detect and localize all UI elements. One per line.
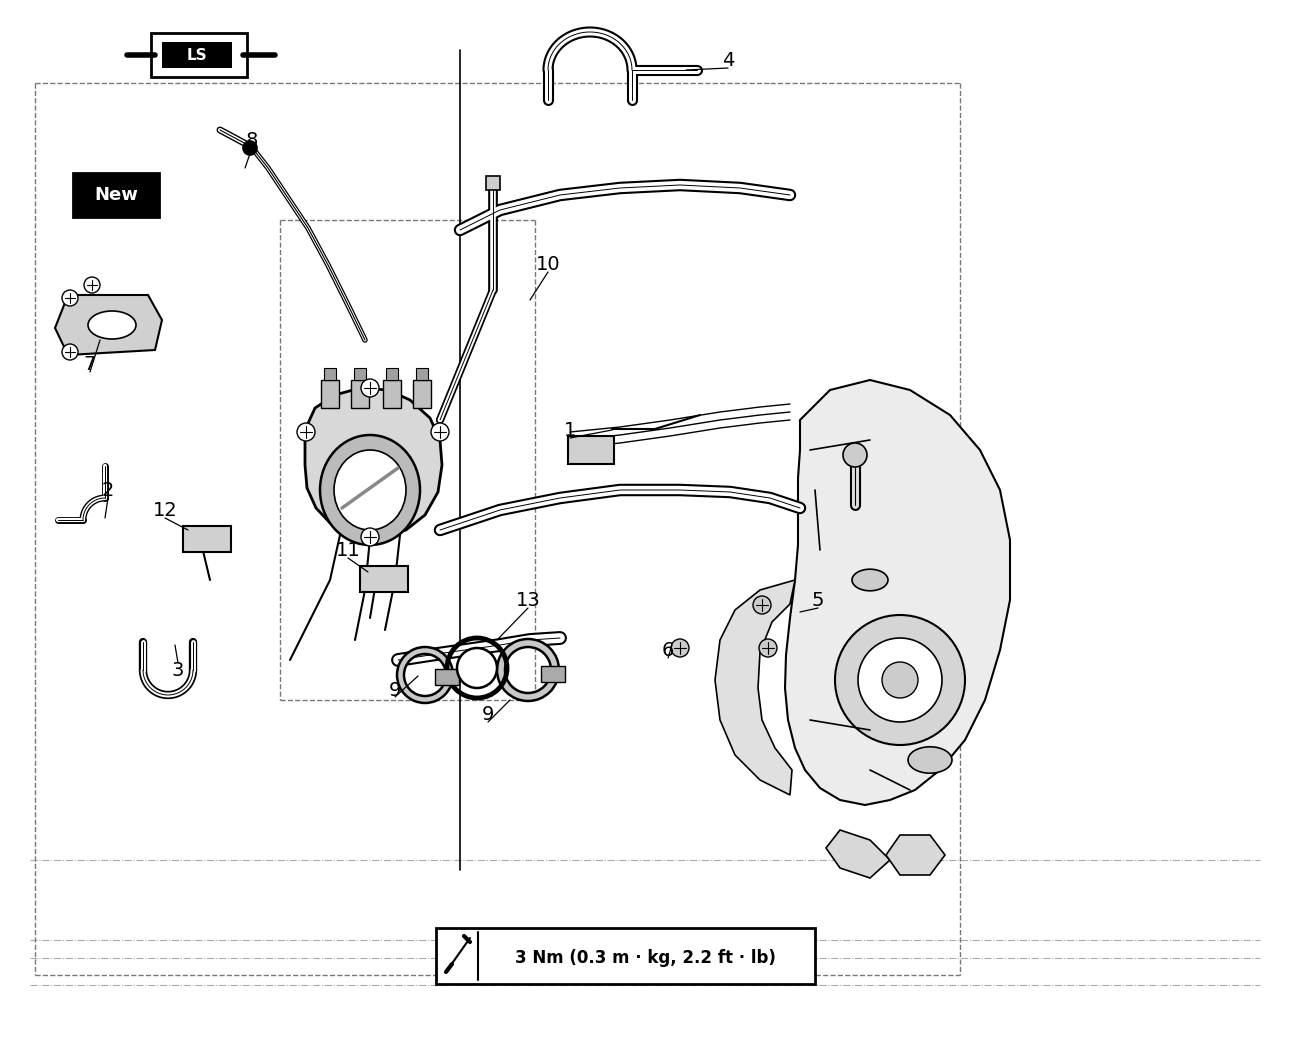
- FancyBboxPatch shape: [568, 436, 615, 464]
- Circle shape: [431, 423, 449, 441]
- Text: New: New: [94, 186, 138, 204]
- Circle shape: [759, 639, 777, 657]
- Text: 10: 10: [536, 255, 560, 275]
- FancyBboxPatch shape: [360, 566, 408, 591]
- FancyBboxPatch shape: [436, 928, 815, 984]
- Bar: [324, 368, 336, 379]
- Circle shape: [361, 379, 380, 398]
- Circle shape: [843, 443, 868, 467]
- Circle shape: [882, 662, 918, 697]
- Bar: [354, 368, 367, 379]
- Circle shape: [753, 596, 771, 614]
- Circle shape: [62, 290, 77, 306]
- FancyBboxPatch shape: [74, 173, 159, 217]
- Polygon shape: [56, 295, 161, 355]
- Circle shape: [361, 528, 380, 546]
- Text: 12: 12: [152, 500, 177, 519]
- Polygon shape: [826, 830, 889, 878]
- Polygon shape: [785, 379, 1010, 805]
- Bar: [413, 379, 431, 408]
- Text: 2: 2: [102, 480, 114, 499]
- Polygon shape: [305, 388, 442, 537]
- Text: 5: 5: [812, 590, 824, 610]
- Bar: [386, 368, 398, 379]
- FancyBboxPatch shape: [151, 33, 247, 77]
- Polygon shape: [715, 580, 795, 795]
- Bar: [416, 368, 429, 379]
- Ellipse shape: [908, 747, 951, 773]
- Text: 9: 9: [482, 706, 494, 724]
- Bar: [321, 379, 340, 408]
- Text: LS: LS: [187, 48, 208, 63]
- Text: 3 Nm (0.3 m · kg, 2.2 ft · lb): 3 Nm (0.3 m · kg, 2.2 ft · lb): [515, 949, 776, 967]
- Ellipse shape: [88, 311, 136, 339]
- Bar: [435, 669, 460, 685]
- Text: 7: 7: [84, 355, 97, 374]
- Circle shape: [859, 638, 942, 722]
- Circle shape: [243, 141, 257, 155]
- Ellipse shape: [334, 450, 405, 530]
- Text: 13: 13: [515, 590, 541, 610]
- Circle shape: [457, 648, 497, 688]
- Circle shape: [835, 615, 964, 745]
- Bar: [541, 666, 565, 682]
- Bar: [351, 379, 369, 408]
- Ellipse shape: [320, 435, 420, 545]
- Text: 6: 6: [662, 640, 674, 659]
- Text: 11: 11: [336, 541, 360, 560]
- Text: 1: 1: [564, 421, 576, 440]
- FancyBboxPatch shape: [161, 42, 232, 68]
- Text: 9: 9: [389, 681, 402, 700]
- Text: 8: 8: [245, 130, 258, 149]
- Circle shape: [84, 277, 99, 293]
- Polygon shape: [886, 835, 945, 874]
- Circle shape: [671, 639, 689, 657]
- Text: 3: 3: [172, 660, 185, 679]
- FancyBboxPatch shape: [183, 526, 231, 552]
- Bar: [383, 379, 402, 408]
- Ellipse shape: [852, 569, 888, 590]
- Bar: [485, 176, 500, 190]
- Circle shape: [62, 344, 77, 360]
- Circle shape: [297, 423, 315, 441]
- Text: 4: 4: [722, 51, 735, 70]
